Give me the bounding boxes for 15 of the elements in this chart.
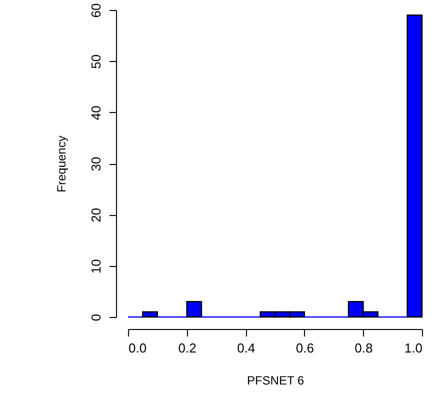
y-tick-label: 40	[88, 106, 104, 120]
x-tick-label: 1.0	[404, 340, 422, 356]
y-tick-label: 50	[88, 54, 104, 69]
y-axis-title: Frequency	[54, 136, 68, 192]
x-tick-label: 0.6	[296, 340, 314, 356]
x-tick-label: 0.4	[237, 340, 256, 356]
y-tick-label: 20	[88, 208, 104, 222]
x-axis-title: PFSNET 6	[246, 374, 304, 388]
y-tick-label: 10	[88, 259, 104, 274]
x-tick-label: 0.2	[178, 340, 196, 356]
x-tick-label: 0.0	[128, 340, 147, 356]
y-tick-label: 0	[88, 314, 104, 322]
y-tick-label: 30	[88, 156, 104, 172]
x-tick-label: 0.8	[354, 340, 373, 356]
y-tick-label: 60	[88, 3, 104, 18]
